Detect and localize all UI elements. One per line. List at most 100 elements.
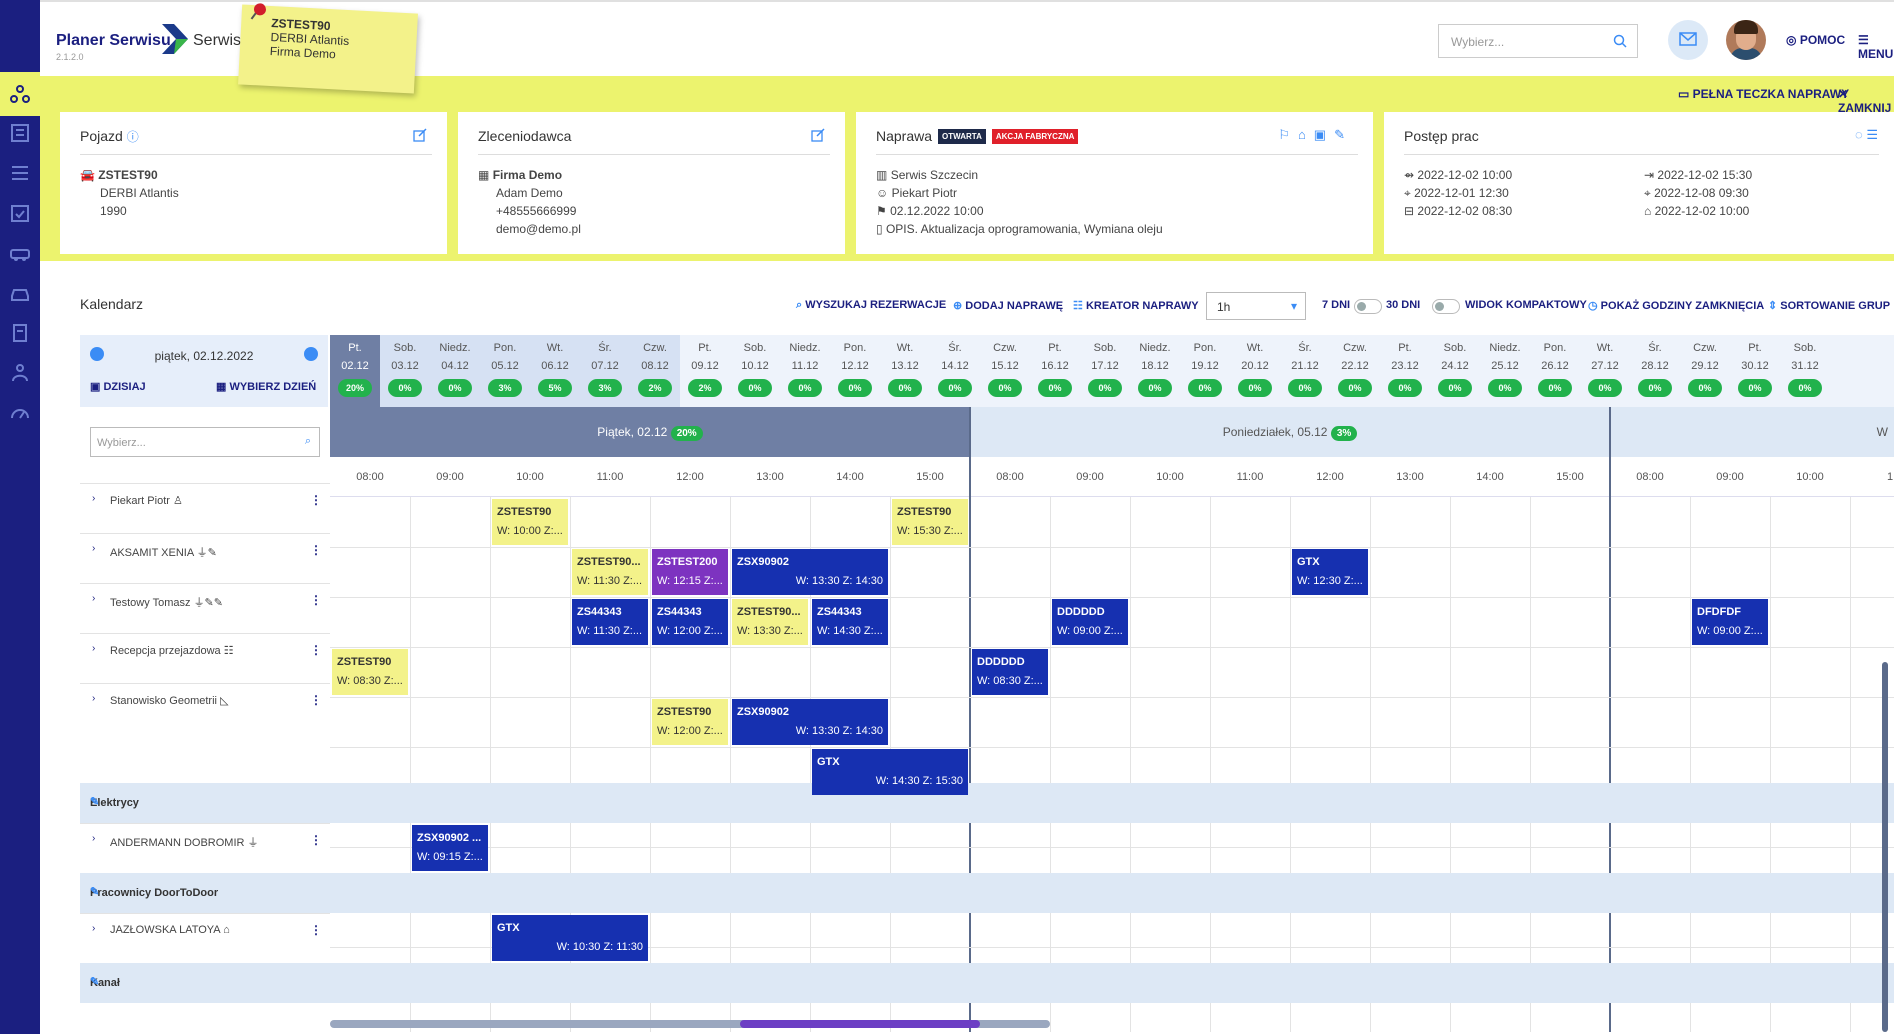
days7-label[interactable]: 7 DNI: [1322, 299, 1351, 311]
network-icon[interactable]: [9, 83, 31, 105]
day-column-header[interactable]: Sob. 03.12 0%: [380, 335, 430, 407]
day-column-header[interactable]: Czw. 08.12 2%: [630, 335, 680, 407]
resource-row[interactable]: › Stanowisko Geometrii ◺ ⋮: [80, 683, 330, 783]
drop-icon[interactable]: ◌: [1854, 127, 1863, 142]
day-column-header[interactable]: Pt. 09.12 2%: [680, 335, 730, 407]
reservation-block[interactable]: ZS44343 W: 14:30 Z:...: [812, 599, 888, 645]
messages-button[interactable]: [1668, 20, 1708, 60]
reservation-block[interactable]: GTX W: 12:30 Z:...: [1292, 549, 1368, 595]
edit-icon[interactable]: ✎: [90, 796, 100, 808]
list-icon[interactable]: [9, 122, 31, 144]
day-column-header[interactable]: Czw. 29.12 0%: [1680, 335, 1730, 407]
choose-day-button[interactable]: ▦ WYBIERZ DZIEŃ: [216, 381, 317, 393]
day-column-header[interactable]: Sob. 10.12 0%: [730, 335, 780, 407]
resource-row[interactable]: › Piekart Piotr ♙ ⋮: [80, 483, 330, 533]
kebab-menu-icon[interactable]: ⋮: [310, 693, 322, 707]
kebab-menu-icon[interactable]: ⋮: [310, 593, 322, 607]
next-day-button[interactable]: [304, 347, 318, 361]
kebab-menu-icon[interactable]: ⋮: [310, 493, 322, 507]
day-column-header[interactable]: Pon. 26.12 0%: [1530, 335, 1580, 407]
day-column-header[interactable]: Śr. 28.12 0%: [1630, 335, 1680, 407]
kebab-menu-icon[interactable]: ⋮: [310, 643, 322, 657]
day-column-header[interactable]: Śr. 14.12 0%: [930, 335, 980, 407]
edit-icon[interactable]: ✎: [90, 976, 100, 988]
compact-view-label[interactable]: WIDOK KOMPAKTOWY: [1465, 299, 1587, 311]
kebab-menu-icon[interactable]: ⋮: [310, 543, 322, 557]
day-column-header[interactable]: Wt. 13.12 0%: [880, 335, 930, 407]
prev-day-button[interactable]: [90, 347, 104, 361]
kebab-menu-icon[interactable]: ⋮: [310, 923, 322, 937]
repair-card-actions[interactable]: ⚐⌂▣✎: [1278, 127, 1353, 143]
kebab-menu-icon[interactable]: ⋮: [310, 833, 322, 847]
sticky-note[interactable]: ZSTEST90 DERBI Atlantis Firma Demo: [238, 3, 418, 94]
car-service-icon[interactable]: [9, 242, 31, 264]
add-repair-button[interactable]: ⊕ DODAJ NAPRAWĘ: [953, 299, 1063, 312]
day-column-header[interactable]: Wt. 20.12 0%: [1230, 335, 1280, 407]
edit-icon[interactable]: [811, 128, 825, 142]
top-search-input[interactable]: Wybierz...: [1438, 24, 1638, 58]
edit-icon[interactable]: ✎: [90, 886, 100, 898]
day-column-header[interactable]: Wt. 06.12 5%: [530, 335, 580, 407]
reservation-block[interactable]: ZS44343 W: 12:00 Z:...: [652, 599, 728, 645]
days30-label[interactable]: 30 DNI: [1386, 299, 1421, 311]
day-column-header[interactable]: Sob. 24.12 0%: [1430, 335, 1480, 407]
progress-actions[interactable]: ◌ ☰: [1855, 127, 1878, 143]
reservation-block[interactable]: DFDFDF W: 09:00 Z:...: [1692, 599, 1768, 645]
vertical-scrollbar[interactable]: [1882, 662, 1888, 1032]
reservation-block[interactable]: ZSX90902 ... W: 09:15 Z:...: [412, 825, 488, 871]
reservation-block[interactable]: ZSX90902 W: 13:30 Z: 14:30: [732, 699, 888, 745]
today-button[interactable]: ▣ DZISIAJ: [90, 381, 146, 393]
checklist-icon[interactable]: ☰: [1866, 127, 1878, 142]
dashboard-icon[interactable]: [9, 402, 31, 424]
document-icon[interactable]: [9, 322, 31, 344]
reservation-block[interactable]: GTX W: 10:30 Z: 11:30: [492, 915, 648, 961]
edit-icon[interactable]: ✎: [1334, 127, 1353, 142]
edit-icon[interactable]: [413, 128, 427, 142]
show-closing-hours-button[interactable]: ◷ POKAŻ GODZINY ZAMKNIĘCIA: [1588, 299, 1764, 312]
calendar-icon[interactable]: ▣: [1313, 127, 1335, 142]
days-toggle[interactable]: [1354, 299, 1382, 314]
reservation-block[interactable]: GTX W: 14:30 Z: 15:30: [812, 749, 968, 795]
day-column-header[interactable]: Niedz. 11.12 0%: [780, 335, 830, 407]
resource-row[interactable]: › Recepcja przejazdowa ☷ ⋮: [80, 633, 330, 683]
resource-row[interactable]: › AKSAMIT XENIA ⏚✎ ⋮: [80, 533, 330, 583]
compact-toggle[interactable]: [1432, 299, 1460, 314]
day-column-header[interactable]: Wt. 27.12 0%: [1580, 335, 1630, 407]
day-column-header[interactable]: Pon. 05.12 3%: [480, 335, 530, 407]
day-column-header[interactable]: Niedz. 04.12 0%: [430, 335, 480, 407]
reservation-block[interactable]: ZSTEST90 W: 15:30 Z:...: [892, 499, 968, 545]
search-reservations-button[interactable]: ⌕ WYSZUKAJ REZERWACJE: [796, 299, 946, 312]
calendar-check-icon[interactable]: [9, 202, 31, 224]
reservation-block[interactable]: ZSTEST90... W: 13:30 Z:...: [732, 599, 808, 645]
sort-groups-button[interactable]: ⇕ SORTOWANIE GRUP: [1768, 299, 1890, 312]
menu-button[interactable]: ☰ MENU: [1858, 33, 1894, 61]
store-icon[interactable]: ⌂: [1297, 127, 1314, 142]
reservation-block[interactable]: ZS44343 W: 11:30 Z:...: [572, 599, 648, 645]
resource-search-input[interactable]: Wybierz... ⌕: [90, 427, 320, 457]
reservation-block[interactable]: DDDDDD W: 08:30 Z:...: [972, 649, 1048, 695]
day-column-header[interactable]: Pt. 23.12 0%: [1380, 335, 1430, 407]
day-column-header[interactable]: Niedz. 18.12 0%: [1130, 335, 1180, 407]
reservation-block[interactable]: ZSTEST90... W: 11:30 Z:...: [572, 549, 648, 595]
car-icon[interactable]: [9, 282, 31, 304]
day-column-header[interactable]: Pt. 02.12 20%: [330, 335, 380, 407]
avatar[interactable]: [1726, 20, 1766, 60]
day-column-header[interactable]: Sob. 31.12 0%: [1780, 335, 1830, 407]
info-icon[interactable]: ⓘ: [126, 130, 139, 144]
flag-icon[interactable]: ⚐: [1278, 127, 1298, 142]
day-column-header[interactable]: Czw. 22.12 0%: [1330, 335, 1380, 407]
day-column-header[interactable]: Niedz. 25.12 0%: [1480, 335, 1530, 407]
day-column-header[interactable]: Śr. 07.12 3%: [580, 335, 630, 407]
workers-icon[interactable]: [9, 362, 31, 384]
horizontal-scrollbar[interactable]: [330, 1020, 1050, 1028]
reservation-block[interactable]: ZSX90902 W: 13:30 Z: 14:30: [732, 549, 888, 595]
day-column-header[interactable]: Śr. 21.12 0%: [1280, 335, 1330, 407]
reservation-block[interactable]: ZSTEST200 W: 12:15 Z:...: [652, 549, 728, 595]
full-folder-button[interactable]: ▭ PEŁNA TECZKA NAPRAWY: [1678, 87, 1850, 101]
day-column-header[interactable]: Pt. 16.12 0%: [1030, 335, 1080, 407]
reservation-block[interactable]: ZSTEST90 W: 10:00 Z:...: [492, 499, 568, 545]
day-column-header[interactable]: Pt. 30.12 0%: [1730, 335, 1780, 407]
tasks-icon[interactable]: [9, 162, 31, 184]
resource-row[interactable]: › JAZŁOWSKA LATOYA ⌂ ⋮: [80, 913, 330, 963]
reservation-block[interactable]: ZSTEST90 W: 12:00 Z:...: [652, 699, 728, 745]
